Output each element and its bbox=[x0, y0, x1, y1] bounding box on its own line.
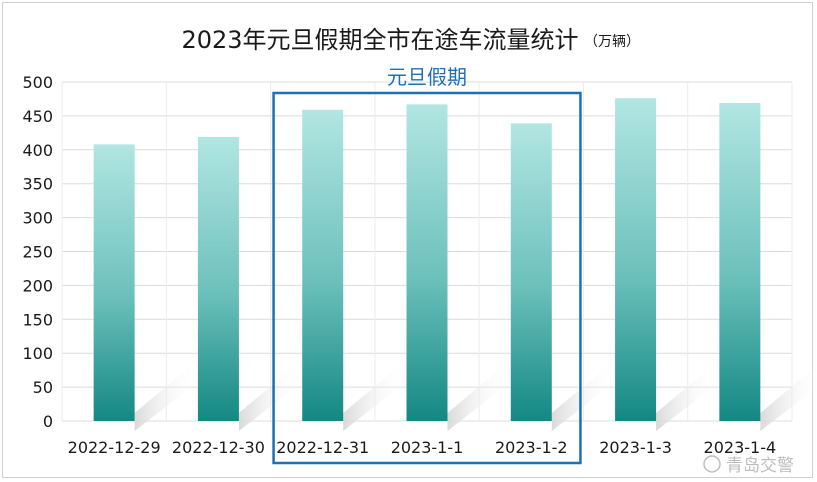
watermark: 青岛交警 bbox=[703, 455, 794, 476]
y-tick-label: 450 bbox=[22, 107, 53, 126]
bar-shadow bbox=[760, 365, 817, 431]
y-tick-label: 250 bbox=[22, 243, 53, 262]
y-tick-label: 150 bbox=[22, 310, 53, 329]
bar-shadow bbox=[551, 361, 614, 431]
chart-unit: （万辆） bbox=[584, 34, 640, 50]
watermark-text: 青岛交警 bbox=[726, 456, 794, 476]
x-tick-label: 2023-1-3 bbox=[599, 438, 672, 457]
weibo-logo-icon bbox=[703, 455, 721, 473]
bar-shadow bbox=[343, 361, 406, 431]
y-tick-label: 500 bbox=[22, 73, 53, 92]
x-tick-label: 2023-1-4 bbox=[704, 438, 777, 457]
y-axis-tick-labels: 0 50 100 150 200 250 300 350 400 450 500 bbox=[22, 73, 53, 431]
bar-2023-1-2 bbox=[510, 123, 552, 421]
y-tick-label: 300 bbox=[22, 209, 53, 228]
bar-shadow bbox=[134, 361, 197, 431]
y-tick-label: 200 bbox=[22, 276, 53, 295]
bar-2023-1-3 bbox=[615, 98, 657, 421]
y-tick-label: 0 bbox=[43, 412, 53, 431]
bar-shadows bbox=[134, 361, 817, 431]
chart-title: 2023年元旦假期全市在途车流量统计 bbox=[181, 26, 578, 54]
x-tick-label: 2022-12-30 bbox=[172, 438, 265, 457]
x-tick-label: 2022-12-31 bbox=[276, 438, 369, 457]
y-tick-label: 100 bbox=[22, 344, 53, 363]
bar-2022-12-31 bbox=[302, 109, 344, 421]
x-tick-label: 2023-1-2 bbox=[495, 438, 568, 457]
bars bbox=[93, 98, 761, 422]
bar-2022-12-29 bbox=[93, 144, 135, 421]
x-tick-label: 2022-12-29 bbox=[68, 438, 161, 457]
bar-2023-1-4 bbox=[719, 103, 761, 421]
bar-shadow bbox=[656, 361, 719, 431]
bar-shadow bbox=[238, 361, 301, 431]
y-tick-label: 50 bbox=[33, 378, 53, 397]
holiday-highlight-box bbox=[272, 91, 582, 465]
holiday-highlight-label: 元旦假期 bbox=[387, 65, 467, 89]
bar-2022-12-30 bbox=[197, 136, 239, 421]
x-axis-tick-labels: 2022-12-29 2022-12-30 2022-12-31 2023-1-1 20… bbox=[68, 438, 777, 457]
bar-shadow bbox=[447, 361, 510, 431]
y-tick-label: 350 bbox=[22, 175, 53, 194]
y-tick-label: 400 bbox=[22, 141, 53, 160]
x-tick-label: 2023-1-1 bbox=[391, 438, 464, 457]
bar-2023-1-1 bbox=[406, 104, 448, 422]
